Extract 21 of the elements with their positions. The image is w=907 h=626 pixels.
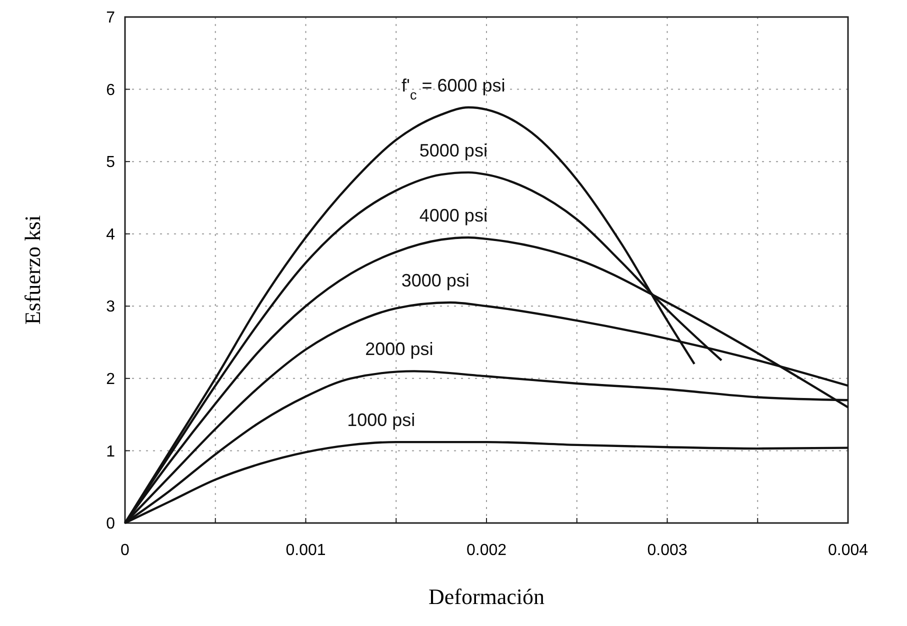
series-label: 4000 psi (419, 205, 488, 226)
y-tick-label: 1 (106, 443, 116, 460)
x-tick-label: 0 (120, 542, 130, 559)
series-label: 3000 psi (401, 270, 470, 291)
series-label: 5000 psi (419, 140, 488, 160)
x-axis-title: Deformación (428, 584, 545, 609)
x-tick-label: 0.002 (466, 542, 507, 559)
y-tick-label: 5 (106, 154, 116, 172)
y-tick-label: 0 (106, 516, 116, 533)
y-tick-label: 4 (106, 226, 116, 244)
x-tick-label: 0.004 (828, 542, 868, 559)
y-tick-label: 3 (106, 298, 116, 316)
series-label: 2000 psi (365, 339, 434, 360)
y-tick-label: 6 (106, 82, 116, 99)
x-tick-label: 0.003 (647, 542, 688, 559)
series-label: f'$_{c}$ = 6000 psi (402, 75, 506, 102)
x-tick-label: 0.001 (286, 542, 326, 559)
y-tick-label: 2 (106, 371, 116, 388)
y-tick-label: 7 (106, 10, 116, 27)
series-label: 1000 psi (347, 410, 416, 430)
y-axis-title: Esfuerzo ksi (20, 215, 45, 325)
